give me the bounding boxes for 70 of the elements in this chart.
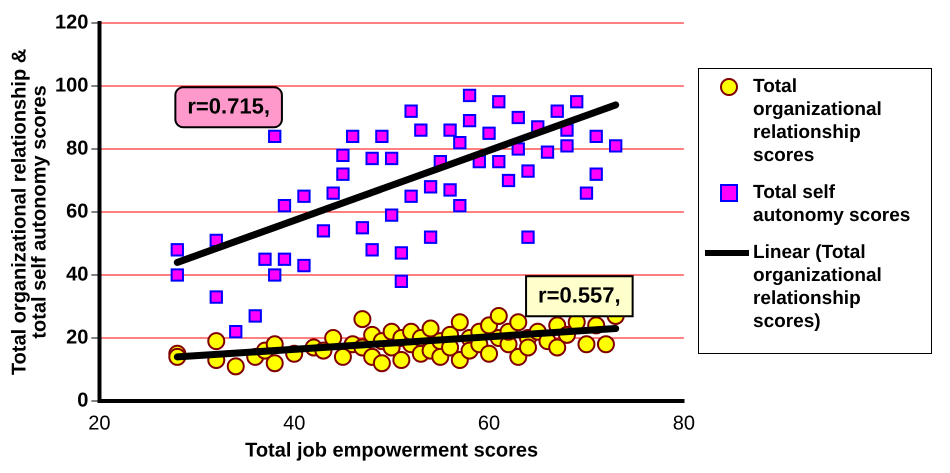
point: [316, 224, 330, 238]
annotation: r=0.557,: [538, 282, 621, 308]
point: [462, 114, 476, 128]
point: [424, 230, 438, 244]
x-tick-label: 60: [478, 412, 500, 435]
y-tick-label: 40: [66, 264, 88, 286]
point: [278, 252, 292, 266]
point: [502, 174, 516, 188]
point: [365, 243, 379, 256]
point: [453, 199, 466, 212]
x-tick-label: 20: [88, 412, 110, 435]
point: [404, 190, 418, 203]
point: [512, 142, 525, 156]
point: [521, 230, 535, 244]
point: [346, 130, 360, 144]
point: [521, 164, 535, 178]
point: [462, 88, 476, 102]
point: [278, 199, 292, 212]
point: [394, 274, 408, 288]
point: [540, 145, 554, 159]
point: [365, 152, 379, 166]
legend-label: Linear (Total organizational relationship scores): [753, 241, 883, 333]
point: [404, 104, 418, 118]
point: [443, 183, 457, 197]
point: [268, 130, 282, 144]
point: [229, 325, 242, 338]
y-tick-label: 0: [77, 390, 88, 412]
point: [297, 190, 311, 203]
point: [394, 246, 408, 260]
point: [268, 268, 282, 282]
point: [170, 243, 184, 256]
point: [326, 186, 340, 200]
point: [297, 258, 311, 272]
point: [443, 123, 457, 137]
y-tick-label: 20: [66, 326, 88, 349]
point: [570, 95, 584, 108]
point: [336, 148, 350, 162]
legend-label: Total organizational relationship scores: [753, 75, 883, 167]
point: [414, 123, 428, 137]
point: [336, 168, 350, 181]
point: [482, 126, 496, 140]
point: [424, 180, 438, 194]
y-tick-label: 80: [66, 138, 88, 160]
point: [590, 168, 603, 181]
x-tick-label: 80: [672, 412, 695, 435]
y-tick-label: 120: [54, 12, 88, 34]
point: [356, 221, 370, 234]
annotation: r=0.715,: [187, 93, 270, 118]
x-tick-label: 40: [283, 412, 306, 435]
y-axis-title: Total organizational relationship & total self autonomy scores: [8, 48, 51, 376]
point: [248, 309, 262, 323]
point: [580, 186, 594, 200]
y-tick-label: 100: [54, 74, 88, 97]
point: [512, 110, 525, 124]
point: [609, 139, 622, 153]
point: [384, 152, 398, 166]
point: [375, 130, 389, 144]
legend-label: Total self autonomy scores: [753, 181, 912, 227]
point: [492, 154, 506, 168]
point: [384, 208, 398, 222]
point: [258, 252, 272, 266]
point: [550, 104, 564, 118]
x-axis-title: Total job empowerment scores: [245, 440, 538, 462]
point: [590, 130, 603, 144]
point: [170, 268, 184, 282]
point: [210, 290, 223, 304]
y-tick-label: 60: [66, 200, 88, 223]
point: [453, 136, 466, 150]
point: [492, 95, 506, 108]
point: [560, 139, 574, 153]
